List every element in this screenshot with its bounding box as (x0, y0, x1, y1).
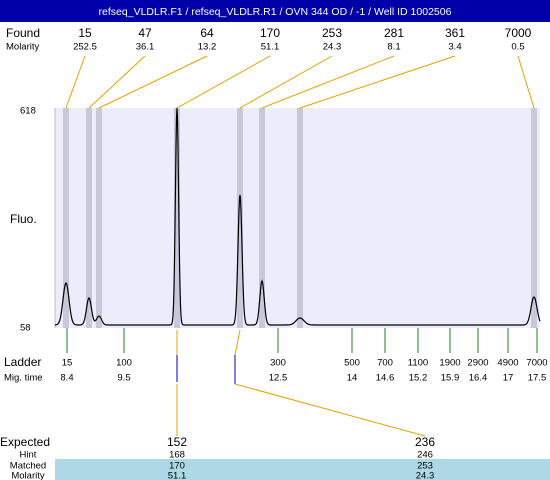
found-molarity: 0.5 (511, 42, 524, 53)
ladder-size: 7000 (526, 358, 547, 369)
peak-band (96, 108, 102, 328)
peak-connector (98, 55, 208, 109)
title-bar (0, 0, 550, 22)
matched: 170 (169, 461, 185, 472)
expected-label: Expected (0, 435, 50, 449)
ladder-size: 300 (270, 358, 286, 369)
y-min: 58 (20, 323, 31, 334)
mig-time: 8.4 (60, 373, 73, 384)
found-molarity: 8.1 (387, 42, 400, 53)
found-label: Found (6, 26, 40, 40)
mig-time: 12.5 (269, 373, 288, 384)
mig-time: 14 (347, 373, 358, 384)
molarity-label: Molarity (6, 42, 40, 53)
matched-label: Matched (10, 461, 46, 472)
ladder-size: 15 (62, 358, 73, 369)
hint: 246 (417, 450, 433, 461)
found-size: 47 (138, 26, 152, 40)
hint: 168 (169, 450, 185, 461)
connector (234, 383, 426, 437)
title: refseq_VLDLR.F1 / refseq_VLDLR.R1 / OVN … (99, 6, 452, 18)
ladder-size: 100 (116, 358, 132, 369)
matched-band (55, 459, 550, 480)
found-size: 64 (200, 26, 214, 40)
ladder-label: Ladder (4, 355, 41, 369)
found-molarity: 13.2 (198, 42, 217, 53)
trace (55, 107, 541, 326)
mig-time: 17 (503, 373, 514, 384)
molarity: 51.1 (168, 471, 187, 480)
peak-band (297, 108, 303, 328)
y-label: Fluo. (10, 212, 37, 226)
expected: 152 (167, 435, 187, 449)
mig-time: 14.6 (376, 373, 395, 384)
y-max: 618 (20, 106, 36, 117)
ladder-size: 2900 (467, 358, 488, 369)
molarity: 24.3 (416, 471, 435, 480)
found-molarity: 51.1 (261, 42, 280, 53)
hint-label: Hint (20, 450, 37, 461)
peak-band (63, 108, 69, 328)
mig-time: 15.9 (441, 373, 460, 384)
ladder-size: 700 (377, 358, 393, 369)
found-molarity: 252.5 (73, 42, 97, 53)
matched: 253 (417, 461, 433, 472)
peak-connector (88, 55, 146, 109)
found-molarity: 36.1 (136, 42, 155, 53)
peak-connector (176, 55, 271, 109)
found-size: 281 (384, 26, 404, 40)
peak-band (86, 108, 92, 328)
peak-band (259, 108, 265, 328)
molarity-label: Molarity (11, 471, 45, 480)
peak-connector (517, 55, 535, 109)
found-size: 361 (445, 26, 465, 40)
peak-connector (299, 55, 456, 109)
peak-connector (65, 55, 86, 109)
peak-band (237, 108, 243, 328)
mig-time: 9.5 (117, 373, 130, 384)
connector (234, 329, 241, 356)
peak-connector (261, 55, 395, 109)
mig-time: 17.5 (528, 373, 547, 384)
peak-connector (239, 55, 333, 109)
ladder-size: 500 (344, 358, 360, 369)
mig-time: 16.4 (469, 373, 488, 384)
peak-band (531, 108, 537, 328)
ladder-size: 1900 (439, 358, 460, 369)
ladder-size: 4900 (497, 358, 518, 369)
found-size: 7000 (505, 26, 532, 40)
found-size: 15 (78, 26, 92, 40)
found-size: 170 (260, 26, 280, 40)
found-molarity: 3.4 (448, 42, 461, 53)
mig-label: Mig. time (4, 373, 43, 384)
expected: 236 (415, 435, 435, 449)
found-molarity: 24.3 (323, 42, 342, 53)
ladder-size: 1100 (408, 358, 428, 369)
peak-band (174, 108, 180, 328)
found-size: 253 (322, 26, 342, 40)
mig-time: 15.2 (409, 373, 428, 384)
